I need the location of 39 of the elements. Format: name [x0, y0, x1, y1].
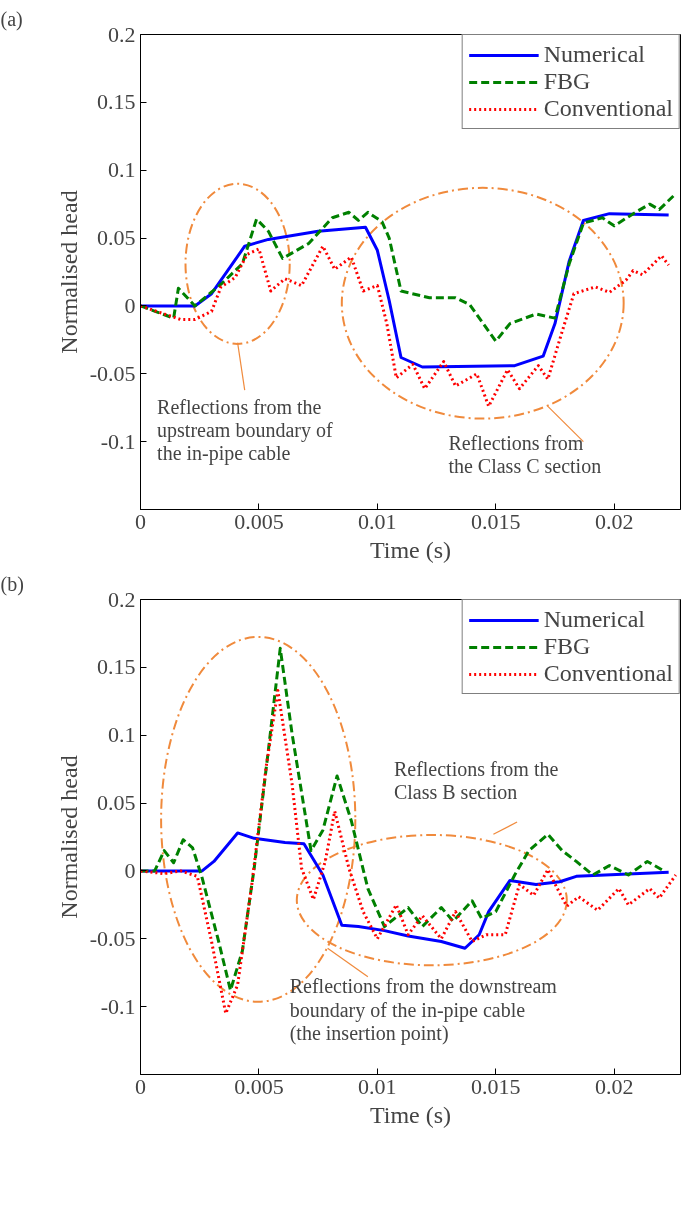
line-series [140, 194, 675, 343]
x-axis-title: Time (s) [369, 536, 452, 563]
y-tick-label: -0.05 [89, 925, 136, 951]
x-tick-label: 0.01 [358, 508, 397, 534]
legend-label: Numerical [543, 606, 645, 633]
y-tick-label: 0 [124, 857, 136, 883]
x-tick-label: 0.01 [358, 1073, 397, 1099]
y-tick-label: 0 [124, 292, 136, 318]
legend-label: FBG [543, 68, 591, 95]
chart-title: (b) [0, 572, 24, 596]
y-tick-label: 0.1 [108, 157, 136, 183]
y-tick-label: 0.2 [108, 586, 136, 612]
y-tick-label: -0.1 [100, 993, 136, 1019]
x-axis-title: Time (s) [369, 1101, 452, 1128]
annotation: Reflections from the downstream boundary of the in-pipe cable (the insertion point) [289, 975, 558, 1045]
x-tick-label: 0.02 [594, 508, 634, 534]
legend-label: Conventional [543, 95, 673, 122]
y-tick-label: 0.2 [108, 21, 136, 47]
legend-label: Conventional [543, 660, 673, 687]
y-tick-label: 0.1 [108, 722, 136, 748]
x-tick-label: 0.005 [234, 1073, 284, 1099]
annotation: Reflections from the Class B section [393, 758, 559, 804]
y-tick-label: -0.1 [100, 428, 136, 454]
y-axis-title: Normalised head [55, 755, 82, 919]
x-tick-label: 0.02 [594, 1073, 634, 1099]
x-tick-label: 0.005 [234, 508, 284, 534]
chart-title: (a) [0, 7, 23, 31]
legend-label: Numerical [543, 41, 645, 68]
y-axis-title: Normalised head [55, 190, 82, 354]
y-tick-label: 0.05 [97, 225, 136, 251]
x-tick-label: 0.015 [471, 508, 521, 534]
annotation: Reflections from the Class C section [448, 432, 602, 478]
y-tick-label: -0.05 [89, 360, 136, 386]
x-tick-label: 0.015 [471, 1073, 521, 1099]
y-tick-label: 0.15 [97, 654, 136, 680]
legend-label: FBG [543, 633, 591, 660]
annotation: Reflections from the upstream boundary of the in-pipe cable [157, 395, 333, 465]
y-tick-label: 0.05 [97, 790, 136, 816]
y-tick-label: 0.15 [97, 89, 136, 115]
